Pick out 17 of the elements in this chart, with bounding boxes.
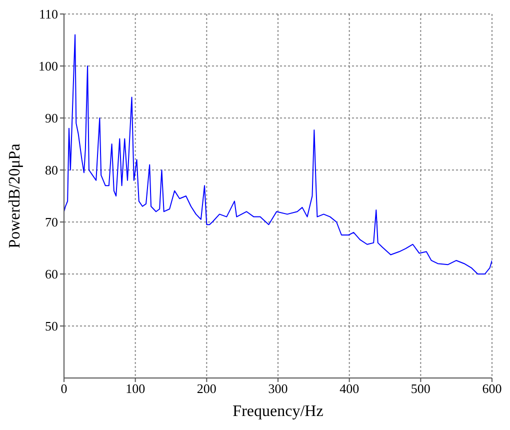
y-tick-label: 60: [45, 266, 58, 282]
x-tick-label: 0: [60, 381, 68, 396]
y-tick-label: 110: [38, 6, 58, 22]
x-tick-label: 500: [410, 381, 430, 396]
y-tick-label: 50: [45, 318, 58, 334]
line-series: [64, 34, 492, 274]
y-tick-label: 80: [45, 162, 58, 178]
x-tick-label: 400: [340, 381, 360, 396]
x-tick-label: 100: [126, 381, 146, 396]
x-tick-label: 600: [482, 381, 502, 396]
y-tick-label: 70: [45, 214, 58, 230]
x-tick-label: 200: [196, 381, 216, 396]
x-tick-label: 300: [268, 381, 288, 396]
y-tick-label: 90: [45, 110, 58, 126]
y-axis-title: PowerdB/20μPa: [6, 144, 24, 248]
x-axis-title: Frequency/Hz: [232, 403, 324, 420]
y-tick-label: 100: [38, 58, 58, 74]
